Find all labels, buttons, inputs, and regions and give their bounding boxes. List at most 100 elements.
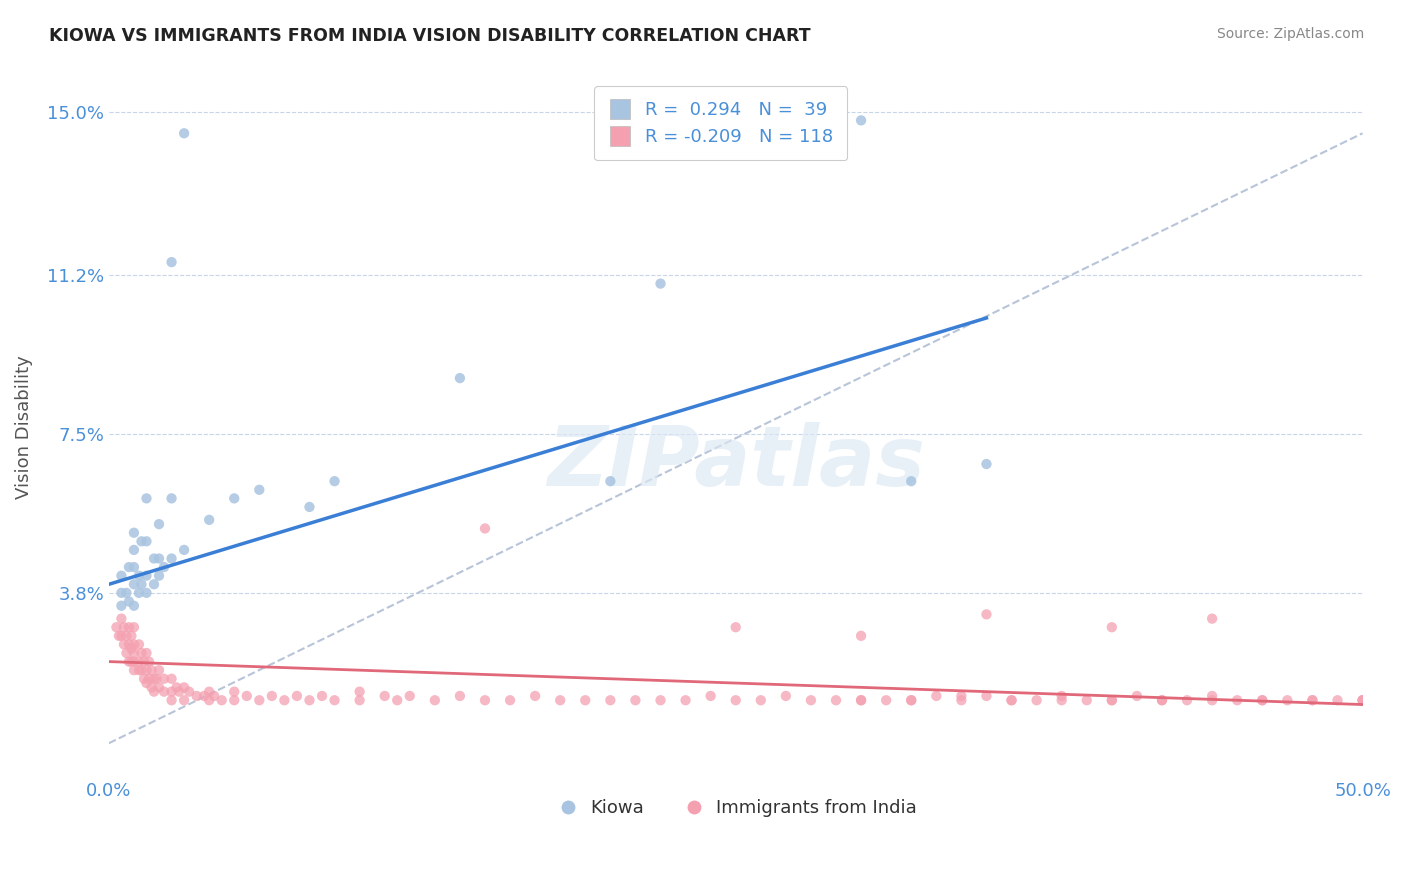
Point [160, 672, 183, 686]
Point [115, 629, 138, 643]
Point [108, 629, 131, 643]
Point [900, 693, 922, 707]
Point [1301, 693, 1323, 707]
Point [131, 577, 153, 591]
Point [153, 672, 176, 686]
Point [298, 693, 321, 707]
Point [374, 689, 396, 703]
Point [198, 684, 221, 698]
Point [110, 568, 132, 582]
Point [900, 474, 922, 488]
Point [311, 689, 333, 703]
Point [624, 693, 647, 707]
Point [179, 684, 201, 698]
Point [1050, 689, 1073, 703]
Point [775, 689, 797, 703]
Point [122, 663, 145, 677]
Point [825, 693, 848, 707]
Point [1101, 620, 1123, 634]
Point [122, 542, 145, 557]
Point [115, 586, 138, 600]
Point [153, 560, 176, 574]
Point [800, 693, 823, 707]
Point [122, 525, 145, 540]
Point [1076, 693, 1098, 707]
Point [141, 681, 163, 695]
Point [387, 693, 409, 707]
Point [323, 693, 346, 707]
Point [148, 551, 170, 566]
Point [849, 113, 872, 128]
Point [449, 689, 471, 703]
Point [128, 655, 150, 669]
Point [247, 693, 270, 707]
Point [1000, 693, 1022, 707]
Point [675, 693, 697, 707]
Point [122, 560, 145, 574]
Point [211, 693, 233, 707]
Point [236, 689, 259, 703]
Point [122, 655, 145, 669]
Point [118, 620, 141, 634]
Point [132, 672, 155, 686]
Point [160, 255, 183, 269]
Point [1277, 693, 1299, 707]
Point [131, 663, 153, 677]
Point [143, 577, 166, 591]
Point [166, 681, 188, 695]
Point [202, 689, 225, 703]
Point [224, 491, 246, 506]
Point [148, 681, 170, 695]
Point [849, 629, 872, 643]
Point [160, 551, 183, 566]
Point [128, 586, 150, 600]
Point [323, 474, 346, 488]
Point [128, 568, 150, 582]
Point [120, 655, 142, 669]
Point [112, 620, 135, 634]
Point [122, 637, 145, 651]
Point [574, 693, 596, 707]
Point [499, 693, 522, 707]
Point [160, 684, 183, 698]
Point [1025, 693, 1047, 707]
Point [1251, 693, 1274, 707]
Point [260, 689, 283, 703]
Point [118, 594, 141, 608]
Point [105, 620, 128, 634]
Point [1150, 693, 1173, 707]
Legend: Kiowa, Immigrants from India: Kiowa, Immigrants from India [547, 792, 924, 824]
Point [143, 672, 166, 686]
Point [153, 684, 176, 698]
Point [160, 693, 183, 707]
Y-axis label: Vision Disability: Vision Disability [15, 356, 32, 500]
Point [1351, 693, 1374, 707]
Point [160, 491, 183, 506]
Point [135, 646, 157, 660]
Point [650, 693, 672, 707]
Point [1201, 612, 1223, 626]
Point [398, 689, 420, 703]
Point [118, 637, 141, 651]
Point [110, 586, 132, 600]
Point [198, 693, 221, 707]
Point [1226, 693, 1249, 707]
Point [135, 676, 157, 690]
Point [449, 371, 471, 385]
Text: KIOWA VS IMMIGRANTS FROM INDIA VISION DISABILITY CORRELATION CHART: KIOWA VS IMMIGRANTS FROM INDIA VISION DI… [49, 27, 811, 45]
Point [173, 126, 195, 140]
Point [950, 693, 973, 707]
Point [135, 491, 157, 506]
Point [128, 663, 150, 677]
Point [273, 693, 295, 707]
Point [120, 629, 142, 643]
Point [285, 689, 308, 703]
Point [1201, 693, 1223, 707]
Point [976, 457, 998, 471]
Point [247, 483, 270, 497]
Point [115, 646, 138, 660]
Point [120, 641, 142, 656]
Point [423, 693, 446, 707]
Point [110, 599, 132, 613]
Point [1101, 693, 1123, 707]
